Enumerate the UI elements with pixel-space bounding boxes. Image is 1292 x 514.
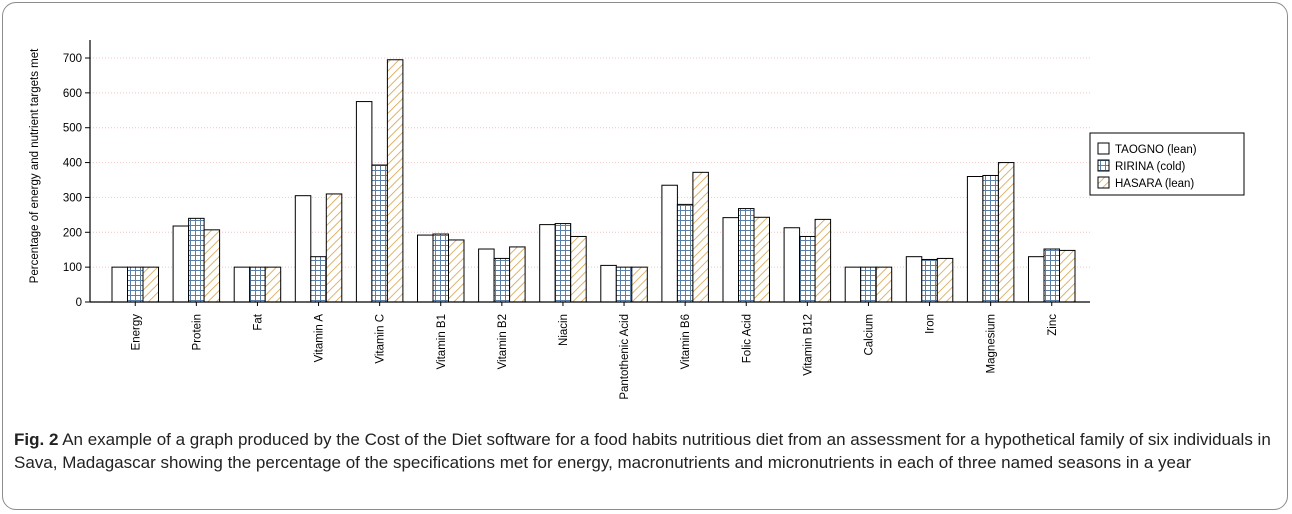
bar — [386, 59, 404, 303]
bar — [783, 227, 801, 303]
bar — [631, 266, 648, 303]
bar — [539, 224, 556, 303]
x-tick-label: Fat — [252, 313, 264, 330]
bar — [188, 217, 205, 303]
bar — [921, 258, 938, 303]
caption-label: Fig. 2 — [14, 430, 59, 449]
bar — [172, 225, 190, 303]
legend-label: TAOGNO (lean) — [1115, 144, 1197, 156]
x-tick-label: Magnesium — [986, 314, 998, 373]
bar — [1043, 248, 1060, 303]
bar — [417, 234, 434, 303]
y-tick-label: 700 — [63, 53, 82, 65]
bar — [860, 266, 877, 303]
bar — [905, 256, 923, 303]
x-tick-label: Vitamin B12 — [802, 314, 814, 376]
bar — [600, 264, 617, 303]
legend-swatch — [1097, 159, 1110, 172]
bar — [692, 171, 709, 303]
bar — [249, 266, 266, 303]
bar — [661, 184, 678, 303]
x-tick-label: Niacin — [558, 314, 570, 346]
bar — [738, 208, 755, 303]
x-tick-label: Protein — [191, 314, 203, 350]
bar-chart: 0 100 200 300 400 500 600 700 Energy Protein Fat V… — [29, 40, 1245, 400]
bar — [570, 235, 587, 303]
legend-box — [1089, 132, 1245, 196]
y-tick-label: 0 — [76, 297, 82, 309]
bar — [753, 216, 770, 303]
legend-label: RIRINA (cold) — [1115, 161, 1185, 173]
axes — [85, 40, 1090, 306]
bar — [233, 266, 251, 303]
x-tick-label: Calcium — [863, 314, 875, 356]
y-tick-labels: 0 100 200 300 400 500 600 700 — [63, 53, 82, 309]
bar — [355, 101, 373, 303]
bar — [493, 257, 511, 303]
legend-label: HASARA (lean) — [1115, 178, 1194, 190]
x-tick-label: Vitamin C — [375, 314, 387, 364]
bar — [615, 266, 633, 303]
bar — [799, 235, 816, 303]
y-tick-label: 600 — [63, 88, 82, 100]
bar — [936, 257, 954, 303]
x-tick-label: Pantothenic Acid — [619, 314, 631, 400]
bar — [554, 223, 572, 303]
bar — [982, 174, 999, 303]
x-tick-labels: Energy Protein Fat Vitamin A Vitamin C Vitami… — [130, 313, 1059, 399]
bar — [1028, 256, 1045, 303]
bar — [111, 266, 128, 303]
bar — [264, 266, 282, 303]
y-tick-label: 100 — [63, 262, 82, 274]
bar — [722, 217, 739, 303]
y-tick-label: 200 — [63, 227, 82, 239]
legend-swatch — [1097, 142, 1110, 155]
legend-swatch — [1097, 176, 1110, 189]
y-tick-label: 400 — [63, 158, 82, 170]
x-tick-label: Energy — [130, 314, 142, 351]
bar — [814, 218, 832, 303]
bar — [448, 239, 465, 303]
bar — [509, 246, 526, 303]
bar — [875, 266, 893, 303]
bar — [432, 233, 449, 303]
bars — [111, 59, 1076, 303]
figure-caption: Fig. 2 An example of a graph produced by… — [14, 428, 1276, 474]
bar — [1059, 249, 1076, 303]
bar — [294, 195, 312, 303]
x-tick-label: Vitamin A — [314, 314, 326, 363]
bar — [142, 266, 159, 303]
bar — [478, 248, 495, 303]
y-tick-label: 300 — [63, 192, 82, 204]
bar — [203, 229, 221, 303]
x-tick-label: Folic Acid — [741, 314, 753, 363]
bar — [676, 203, 694, 303]
bar — [371, 164, 388, 303]
bar — [997, 162, 1015, 303]
bar — [310, 256, 327, 303]
legend: TAOGNO (lean) RIRINA (cold) HASARA (lean) — [1089, 132, 1245, 196]
x-tick-label: Zinc — [1047, 314, 1059, 336]
x-tick-label: Vitamin B6 — [680, 314, 692, 369]
x-tick-label: Iron — [925, 314, 937, 334]
gridlines — [90, 57, 1090, 268]
bar — [966, 176, 984, 303]
x-tick-label: Vitamin B1 — [436, 314, 448, 369]
y-axis-label: Percentage of energy and nutrient target… — [29, 48, 41, 283]
x-tick-label: Vitamin B2 — [497, 314, 509, 369]
y-tick-label: 500 — [63, 123, 82, 135]
caption-text: An example of a graph produced by the Co… — [14, 430, 1271, 472]
bar — [325, 193, 343, 303]
bar — [127, 266, 144, 303]
bar — [844, 266, 862, 303]
